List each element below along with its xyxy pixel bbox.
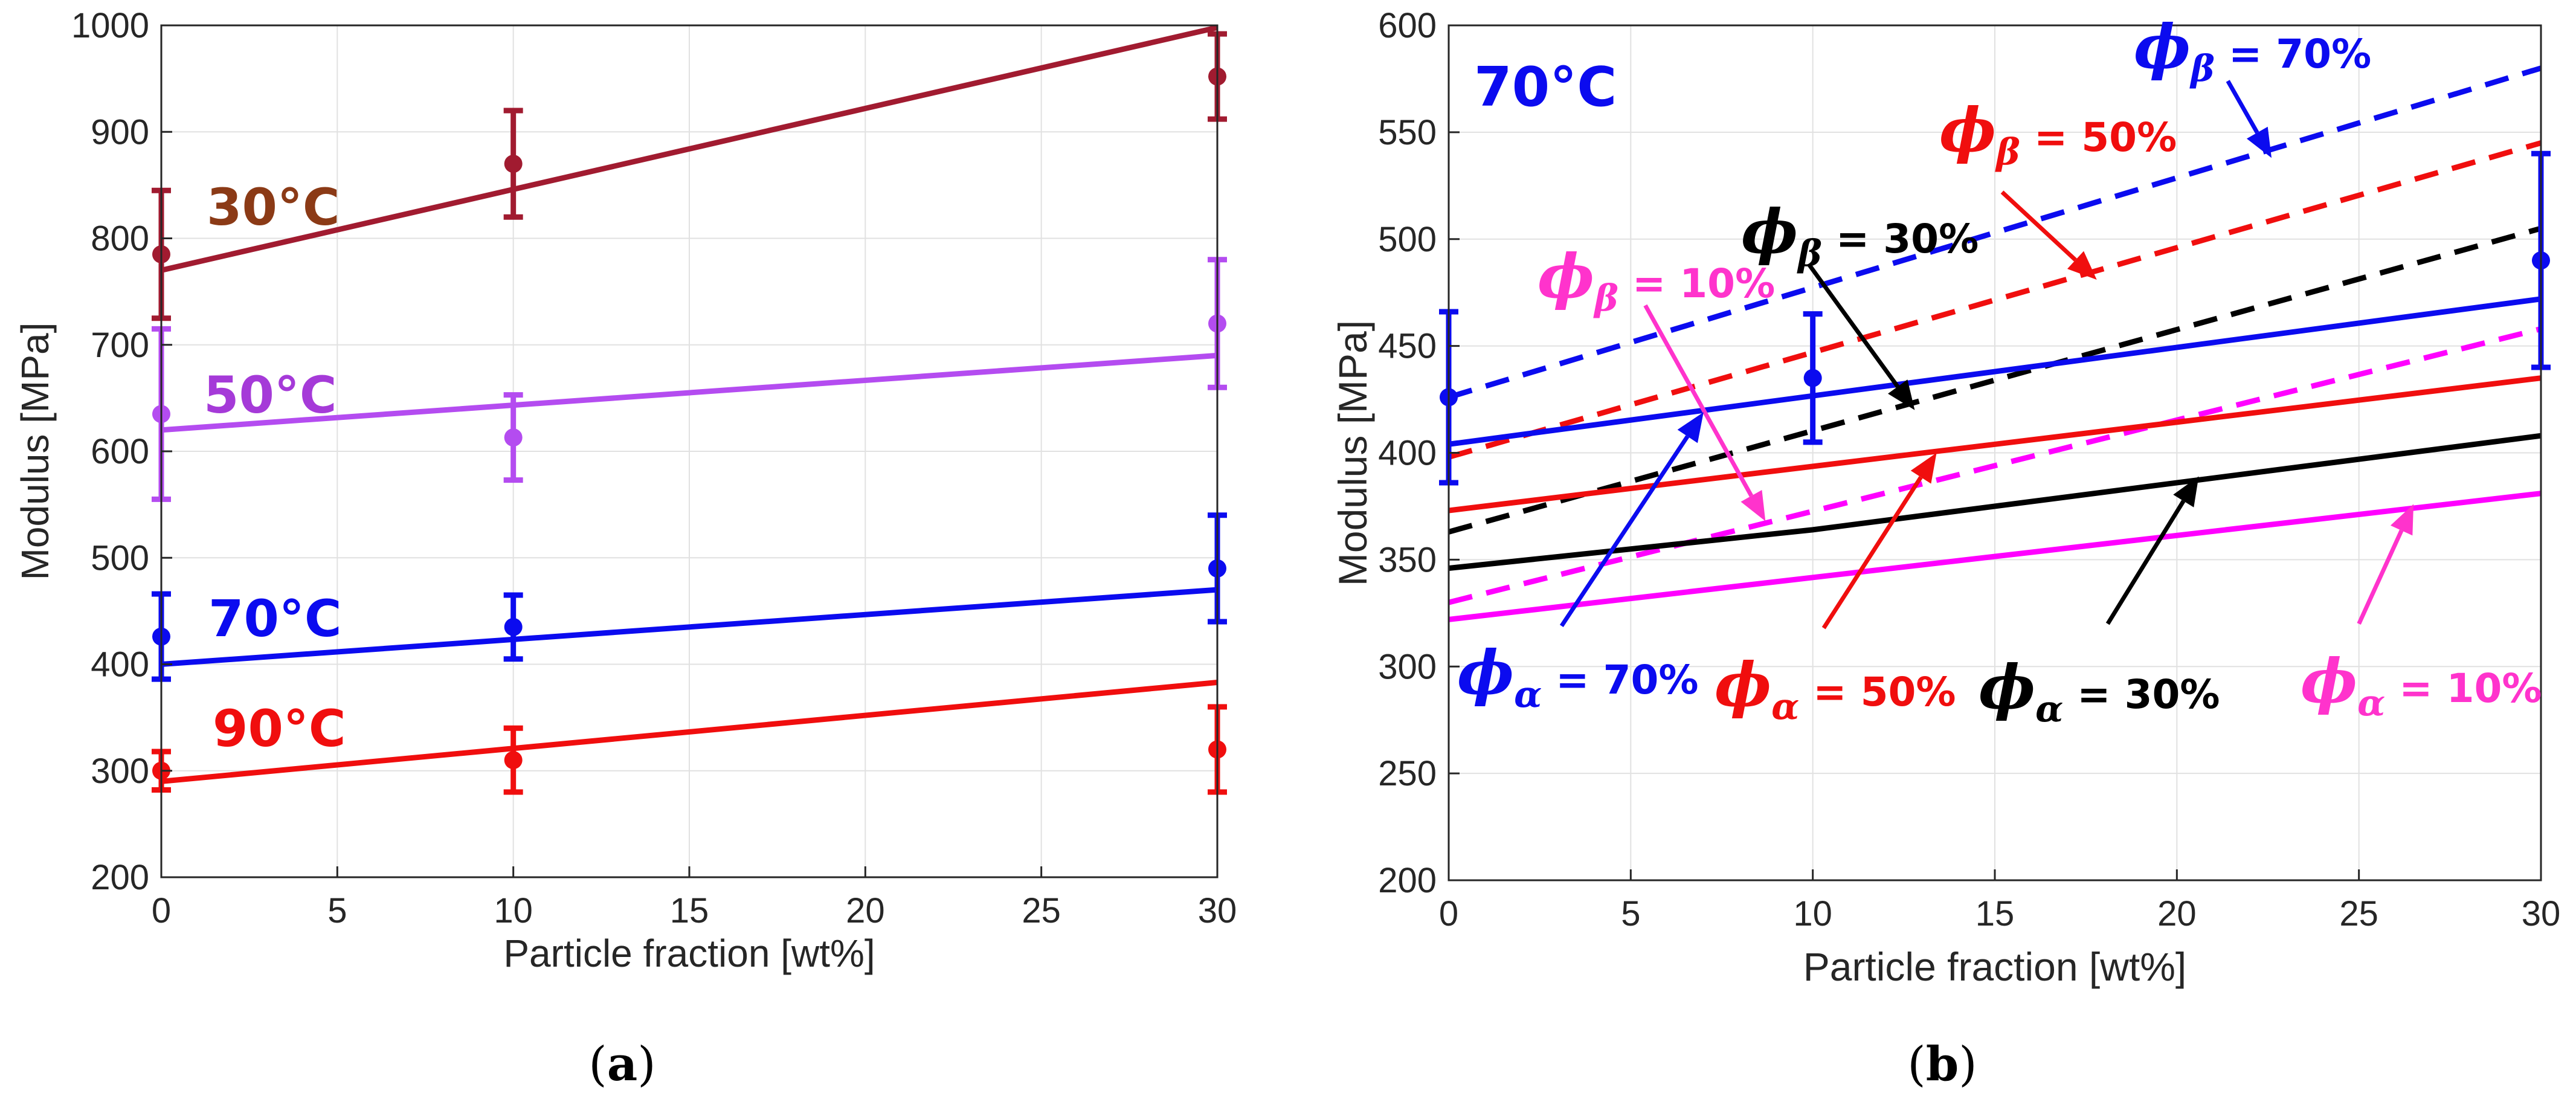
y-tick-label: 500 [91,538,149,578]
fit-line-t70 [161,587,1217,667]
label-90c: 90°C [213,699,346,758]
arrow-b10 [1643,304,1754,497]
label-phi-beta-70: ϕβ = 70% [2134,11,2371,90]
arrow-b50 [2000,190,2077,262]
label-70c: 70°C [208,589,342,648]
label-phi-alpha-30: ϕα = 30% [1979,651,2220,730]
x-tick-label: 5 [327,891,347,930]
panel-a: 0 5 10 15 20 25 30 200 300 400 500 600 700 800 900 1000… [13,6,1237,1092]
label-phi-beta-10: ϕβ = 10% [1538,240,1775,320]
y-tick-label: 600 [1378,6,1437,45]
panel-b-ticks: 0 5 10 15 20 25 30 200 250 300 350 400 450 500 550 600 [1378,6,2560,933]
model-line-phi_beta_10 [1449,326,2541,605]
arrow-a10 [2357,529,2404,625]
x-tick-label: 25 [1022,891,1061,930]
label-70c-panel-b: 70°C [1474,56,1617,119]
y-tick-label: 450 [1378,327,1437,366]
model-line-phi_beta_50 [1449,140,2541,460]
arrowhead-a10 [2390,504,2414,536]
panel-b-model-lines [1449,65,2541,622]
model-line-phi_alpha_10 [1449,491,2541,622]
fit-line-t30 [161,25,1217,273]
panel-a-grid [161,25,1218,878]
t30-data-point [504,155,523,173]
fit-line-t90 [161,679,1217,784]
label-phi-beta-50: ϕβ = 50% [1939,94,2177,173]
t50-data-point [504,428,523,447]
x-tick-label: 5 [1621,894,1640,933]
arrowhead-a50 [1910,453,1937,484]
y-tick-label: 200 [91,858,149,897]
panel-b-y-axis-label: Modulus [MPa] [1330,320,1375,586]
y-tick-label: 200 [1378,861,1437,900]
panel-a-fit-lines [161,25,1217,784]
arrow-a30 [2105,500,2186,625]
t90-data-point [504,751,523,770]
y-tick-label: 700 [91,326,149,365]
label-30c: 30°C [207,178,340,237]
t70-data-point [504,617,523,636]
y-tick-label: 600 [91,432,149,471]
panel-b-x-axis-label: Particle fraction [wt%] [1803,944,2187,989]
panel-a-y-axis-label: Modulus [MPa] [13,323,57,581]
model-line-phi_alpha_50 [1449,375,2541,514]
fit-line-t50 [161,352,1217,433]
label-phi-alpha-50: ϕα = 50% [1715,649,1956,728]
model-line-phi_alpha_30 [1449,433,2541,572]
x-tick-label: 30 [1198,891,1237,930]
label-50c: 50°C [204,366,337,425]
caption-a: (a) [588,1037,655,1092]
panel-a-ticks: 0 5 10 15 20 25 30 200 300 400 500 600 700 800 900 1000 [71,6,1237,930]
x-tick-label: 0 [152,891,171,930]
y-tick-label: 250 [1378,754,1437,793]
model-line-phi_beta_70 [1449,65,2541,400]
x-tick-label: 10 [1793,894,1832,933]
x-tick-label: 20 [846,891,885,930]
panel-b: 0 5 10 15 20 25 30200250300350400450500550600 … [1330,6,2560,1092]
panel-a-x-axis-label: Particle fraction [wt%] [503,932,875,975]
arrow-b30 [1807,263,1900,388]
y-tick-label: 1000 [71,6,149,45]
x-tick-label: 20 [2157,894,2197,933]
svg-text:(a): (a) [588,1037,655,1092]
y-tick-label: 400 [91,645,149,685]
measured-70c-data-point [1803,369,1822,387]
caption-b: (b) [1907,1037,1977,1092]
y-tick-label: 900 [91,112,149,152]
x-tick-label: 0 [1439,894,1458,933]
x-tick-label: 30 [2522,894,2561,933]
arrowhead-b50 [2067,251,2097,280]
y-tick-label: 400 [1378,434,1437,473]
panel-b-arrows [1559,80,2414,630]
y-tick-label: 800 [91,219,149,259]
x-tick-label: 15 [1975,894,2015,933]
label-phi-beta-30: ϕβ = 30% [1741,196,1979,275]
x-tick-label: 25 [2339,894,2378,933]
arrowhead-b30 [1888,379,1915,410]
label-phi-alpha-10: ϕα = 10% [2301,645,2542,724]
model-line-phi_beta_30 [1449,225,2541,535]
arrowhead-b10 [1740,490,1766,521]
y-tick-label: 300 [1378,647,1437,686]
label-phi-alpha-70: ϕα = 70% [1457,637,1699,716]
model-line-phi_alpha_70 [1449,296,2541,447]
arrow-b70 [2226,80,2259,134]
svg-text:(b): (b) [1907,1037,1977,1092]
y-tick-label: 350 [1378,540,1437,579]
arrow-a50 [1821,475,1923,630]
arrowhead-a30 [2173,476,2199,507]
arrowhead-a70 [1677,412,1704,443]
x-tick-label: 10 [494,891,533,930]
arrow-a70 [1559,435,1690,627]
arrowhead-b70 [2246,126,2272,158]
y-tick-label: 550 [1378,113,1437,152]
y-tick-label: 500 [1378,220,1437,259]
y-tick-label: 300 [91,752,149,791]
x-tick-label: 15 [670,891,709,930]
